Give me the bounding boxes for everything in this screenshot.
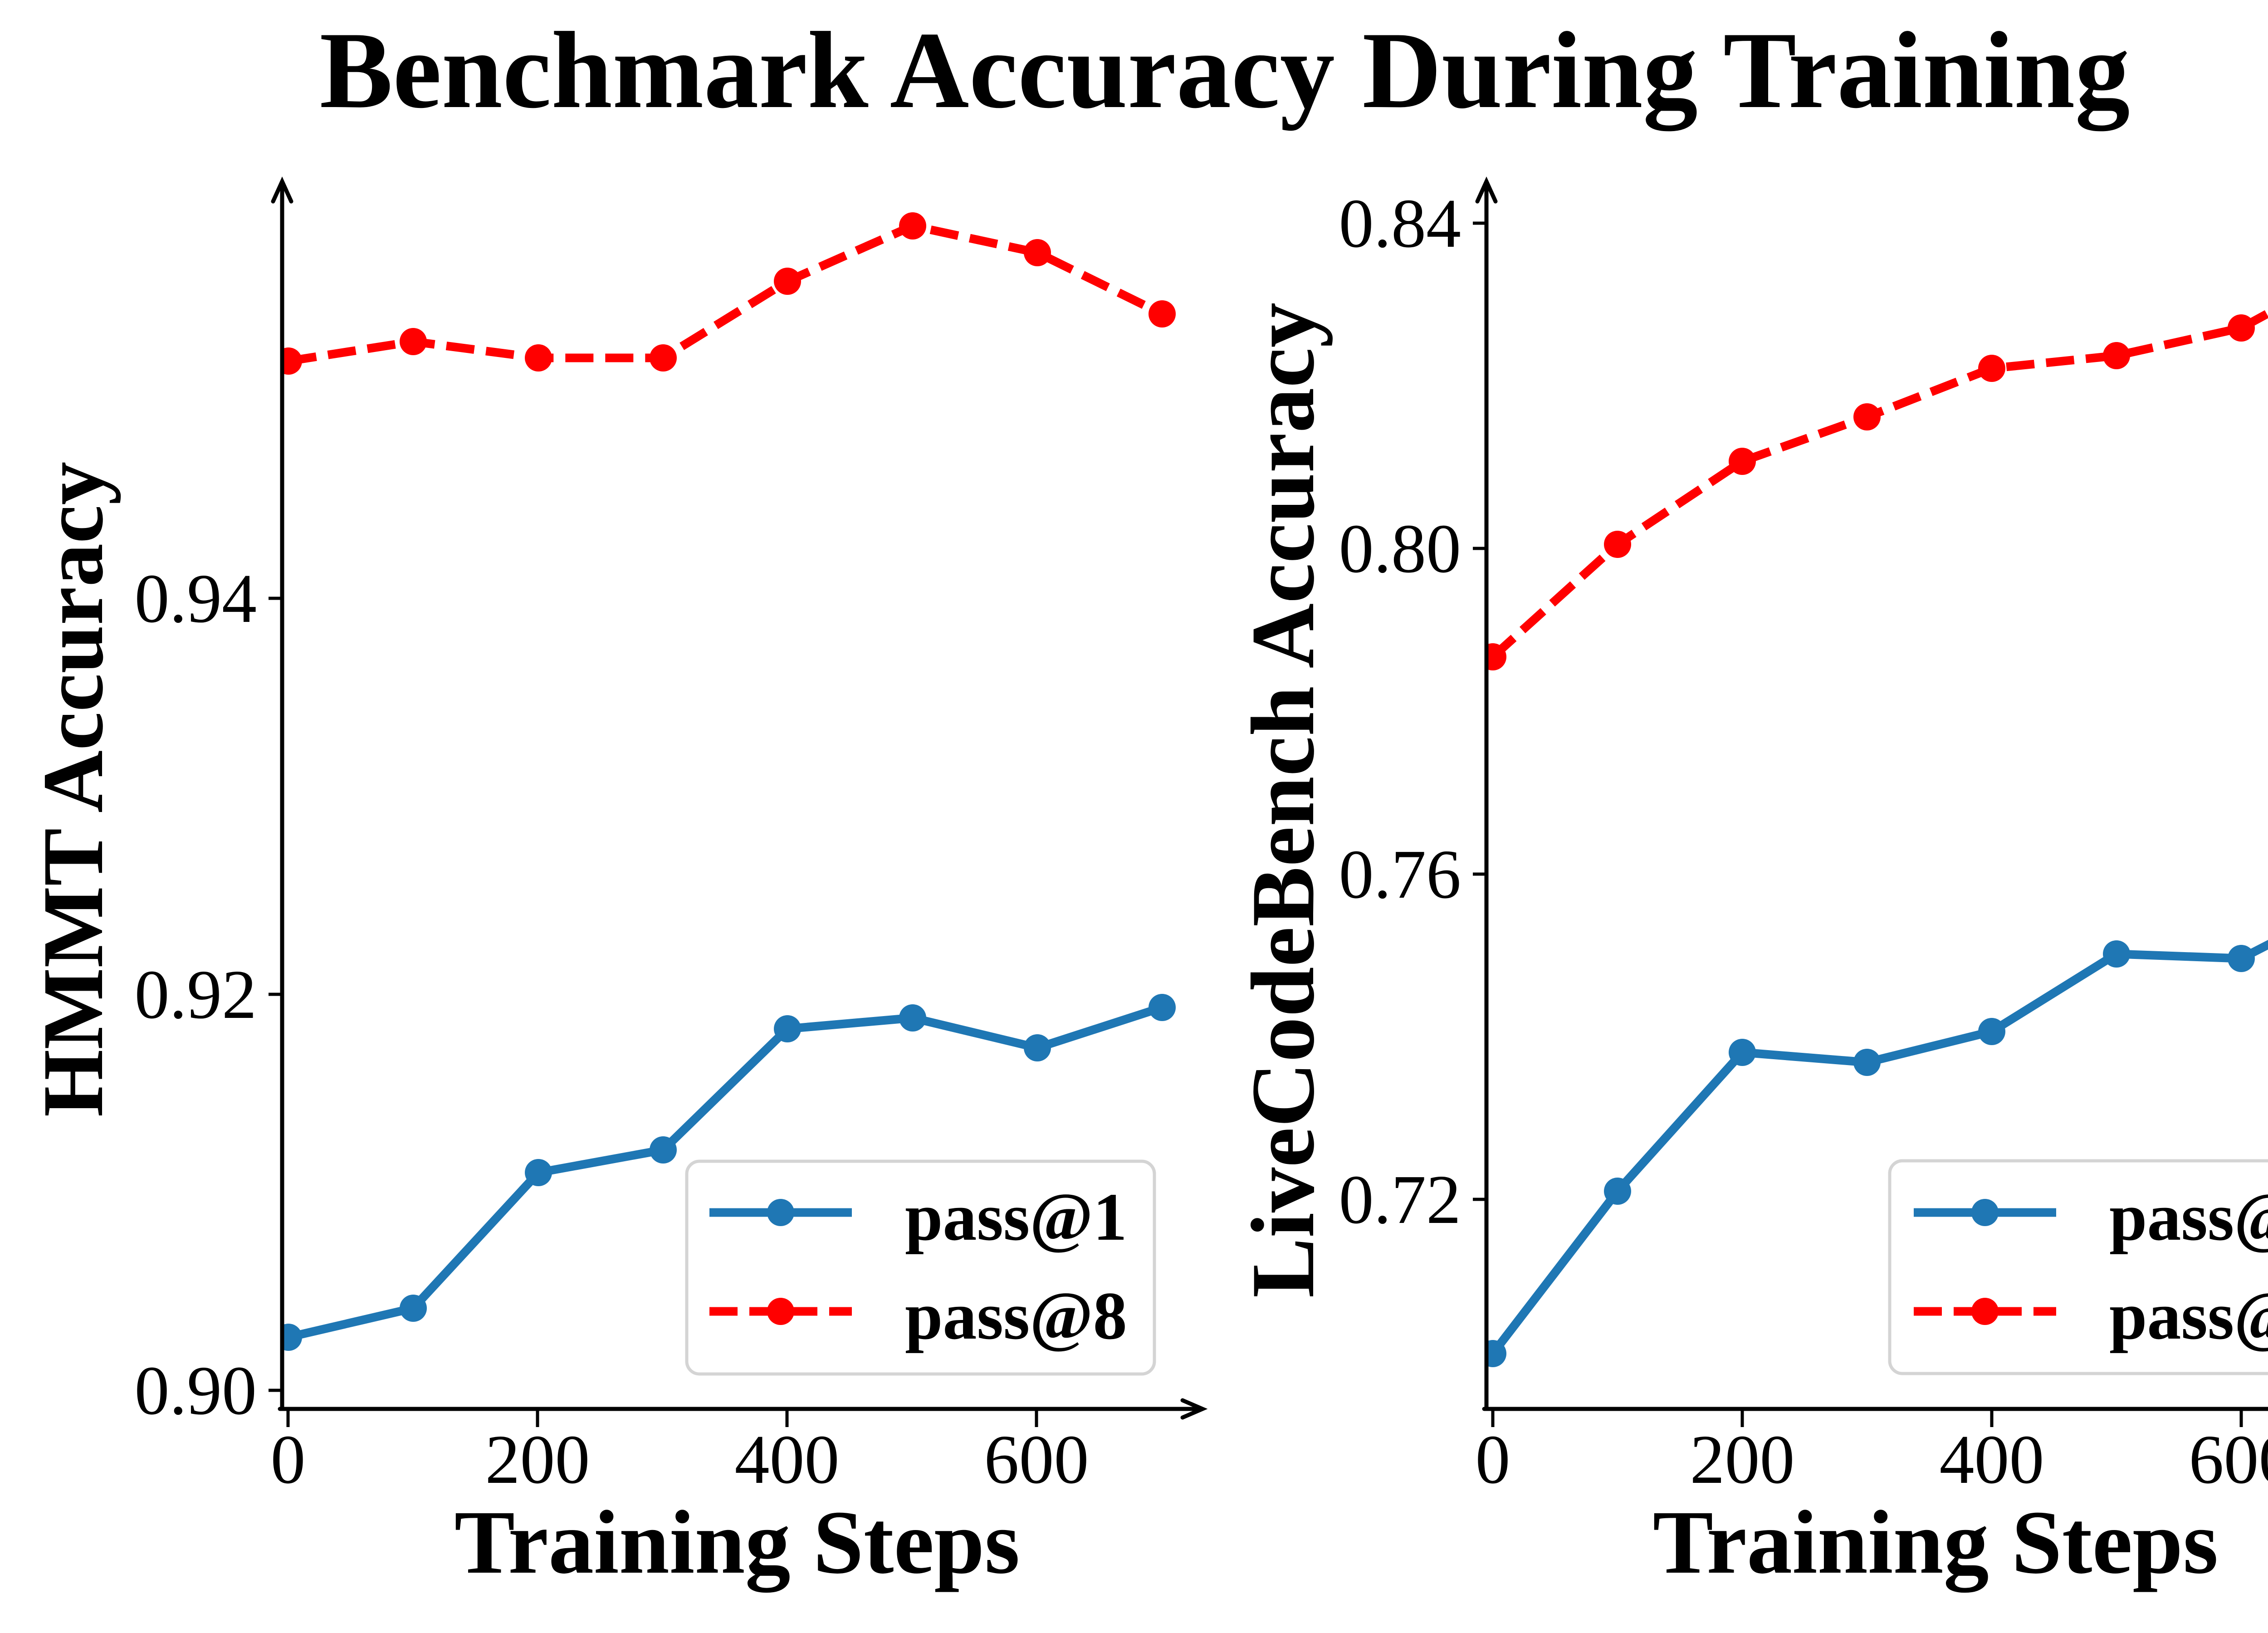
svg-text:0.90: 0.90 — [135, 1352, 257, 1429]
svg-text:0.92: 0.92 — [135, 956, 257, 1033]
svg-text:200: 200 — [485, 1421, 590, 1498]
svg-text:Benchmark Accuracy During Trai: Benchmark Accuracy During Training — [320, 10, 2130, 131]
svg-text:pass@1: pass@1 — [905, 1179, 1127, 1255]
svg-text:pass@8: pass@8 — [2109, 1278, 2268, 1354]
svg-text:0.80: 0.80 — [1339, 510, 1461, 587]
svg-text:Training Steps: Training Steps — [1653, 1492, 2219, 1593]
svg-text:0: 0 — [1476, 1421, 1510, 1498]
svg-text:Training Steps: Training Steps — [455, 1492, 1020, 1593]
svg-text:0.76: 0.76 — [1339, 836, 1461, 913]
svg-text:0.84: 0.84 — [1339, 185, 1461, 262]
svg-text:600: 600 — [984, 1421, 1089, 1498]
svg-text:pass@1: pass@1 — [2109, 1179, 2268, 1255]
svg-text:400: 400 — [1940, 1421, 2044, 1498]
svg-text:0: 0 — [271, 1421, 306, 1498]
svg-text:400: 400 — [735, 1421, 840, 1498]
svg-text:HMMT Accuracy: HMMT Accuracy — [25, 462, 121, 1117]
svg-text:200: 200 — [1690, 1421, 1795, 1498]
svg-text:0.94: 0.94 — [135, 560, 257, 637]
svg-text:600: 600 — [2189, 1421, 2268, 1498]
svg-text:pass@8: pass@8 — [905, 1278, 1127, 1354]
svg-text:0.72: 0.72 — [1339, 1161, 1461, 1238]
svg-text:LiveCodeBench Accuracy: LiveCodeBench Accuracy — [1233, 303, 1333, 1298]
